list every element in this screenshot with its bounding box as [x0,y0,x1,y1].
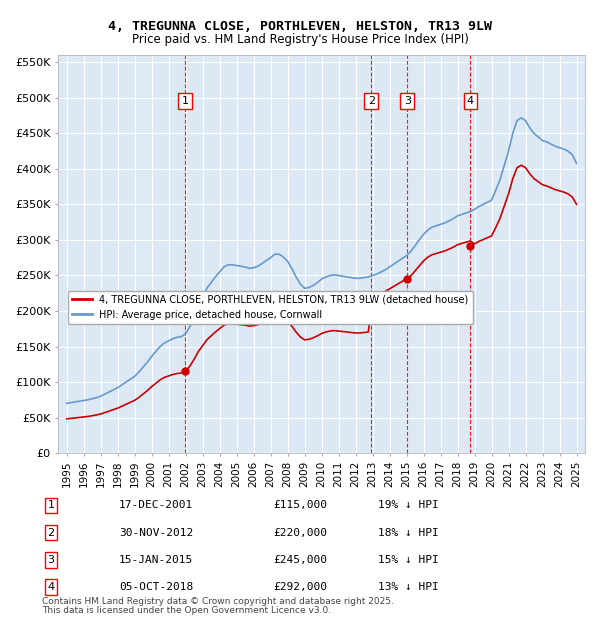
Text: 2: 2 [368,96,375,106]
Text: This data is licensed under the Open Government Licence v3.0.: This data is licensed under the Open Gov… [42,606,331,615]
Text: £292,000: £292,000 [273,582,327,592]
Text: 1: 1 [47,500,55,510]
Text: Contains HM Land Registry data © Crown copyright and database right 2025.: Contains HM Land Registry data © Crown c… [42,597,394,606]
Legend: 4, TREGUNNA CLOSE, PORTHLEVEN, HELSTON, TR13 9LW (detached house), HPI: Average : 4, TREGUNNA CLOSE, PORTHLEVEN, HELSTON, … [68,291,473,324]
Text: 19% ↓ HPI: 19% ↓ HPI [377,500,439,510]
Text: 3: 3 [47,555,55,565]
Text: 4: 4 [47,582,55,592]
Text: 3: 3 [404,96,411,106]
Text: £220,000: £220,000 [273,528,327,538]
Text: Price paid vs. HM Land Registry's House Price Index (HPI): Price paid vs. HM Land Registry's House … [131,33,469,46]
Text: 30-NOV-2012: 30-NOV-2012 [119,528,193,538]
Text: 4, TREGUNNA CLOSE, PORTHLEVEN, HELSTON, TR13 9LW: 4, TREGUNNA CLOSE, PORTHLEVEN, HELSTON, … [108,20,492,33]
Text: 18% ↓ HPI: 18% ↓ HPI [377,528,439,538]
Text: 15% ↓ HPI: 15% ↓ HPI [377,555,439,565]
Text: 4: 4 [467,96,474,106]
Text: 13% ↓ HPI: 13% ↓ HPI [377,582,439,592]
Text: 1: 1 [181,96,188,106]
Text: 15-JAN-2015: 15-JAN-2015 [119,555,193,565]
Text: £115,000: £115,000 [273,500,327,510]
Text: 17-DEC-2001: 17-DEC-2001 [119,500,193,510]
Text: 05-OCT-2018: 05-OCT-2018 [119,582,193,592]
Text: 2: 2 [47,528,55,538]
Text: £245,000: £245,000 [273,555,327,565]
